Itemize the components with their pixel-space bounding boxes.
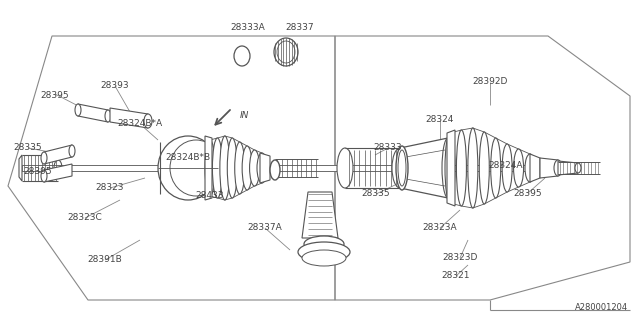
Polygon shape [447, 130, 455, 206]
Ellipse shape [298, 242, 350, 262]
Ellipse shape [220, 136, 230, 200]
Text: 28333A: 28333A [230, 23, 266, 33]
Ellipse shape [302, 250, 346, 266]
Text: 28321: 28321 [442, 271, 470, 281]
Ellipse shape [41, 152, 47, 164]
Polygon shape [110, 108, 148, 128]
Ellipse shape [479, 132, 490, 204]
Text: 28395: 28395 [24, 167, 52, 177]
Polygon shape [44, 164, 72, 182]
Ellipse shape [144, 114, 152, 128]
Text: 28323C: 28323C [68, 213, 102, 222]
Ellipse shape [491, 138, 500, 198]
Ellipse shape [170, 140, 222, 196]
Text: 28323A: 28323A [422, 223, 458, 233]
Ellipse shape [75, 104, 81, 116]
Text: 28324A: 28324A [489, 162, 524, 171]
Text: 28323: 28323 [96, 183, 124, 193]
Text: 28337: 28337 [285, 23, 314, 33]
Ellipse shape [398, 150, 406, 186]
Polygon shape [78, 104, 108, 122]
Polygon shape [260, 153, 270, 183]
Text: 28333: 28333 [374, 143, 403, 153]
Ellipse shape [502, 144, 512, 192]
Polygon shape [44, 145, 72, 164]
Ellipse shape [396, 146, 408, 190]
Text: 28395: 28395 [41, 91, 69, 100]
Ellipse shape [456, 130, 467, 206]
Text: 28324B*B: 28324B*B [165, 153, 211, 162]
Ellipse shape [445, 133, 455, 203]
Text: 28433: 28433 [196, 191, 224, 201]
Ellipse shape [442, 138, 454, 198]
Text: 28391B: 28391B [88, 255, 122, 265]
Ellipse shape [234, 46, 250, 66]
Ellipse shape [105, 110, 111, 122]
Text: 28324: 28324 [426, 116, 454, 124]
Ellipse shape [270, 160, 280, 180]
Ellipse shape [525, 154, 535, 182]
Ellipse shape [158, 136, 218, 200]
Polygon shape [540, 158, 558, 178]
Ellipse shape [227, 138, 237, 198]
Text: A280001204: A280001204 [575, 303, 628, 312]
Polygon shape [302, 192, 338, 238]
Text: 28335: 28335 [362, 189, 390, 198]
Text: 28323D: 28323D [442, 253, 477, 262]
Ellipse shape [212, 138, 223, 198]
Ellipse shape [257, 153, 267, 183]
Polygon shape [205, 136, 212, 200]
Ellipse shape [69, 145, 75, 157]
Ellipse shape [235, 142, 244, 194]
Polygon shape [400, 138, 448, 198]
Text: 28337A: 28337A [248, 223, 282, 233]
Text: 28393: 28393 [100, 82, 129, 91]
Ellipse shape [304, 236, 344, 252]
Text: 28324B*A: 28324B*A [117, 119, 163, 129]
Text: 28392D: 28392D [472, 77, 508, 86]
Ellipse shape [554, 160, 562, 176]
Ellipse shape [242, 146, 252, 190]
Ellipse shape [337, 148, 353, 188]
Text: 28395: 28395 [514, 188, 542, 197]
Text: IN: IN [240, 111, 250, 121]
Polygon shape [530, 154, 540, 182]
Ellipse shape [205, 140, 215, 196]
Polygon shape [22, 165, 570, 171]
Ellipse shape [41, 170, 47, 182]
Ellipse shape [575, 163, 581, 173]
Polygon shape [19, 155, 22, 181]
Ellipse shape [250, 150, 260, 186]
Ellipse shape [274, 38, 298, 66]
Ellipse shape [277, 41, 295, 63]
Text: 28335: 28335 [13, 143, 42, 153]
Ellipse shape [513, 149, 524, 187]
Ellipse shape [468, 128, 478, 208]
Ellipse shape [392, 148, 408, 188]
Polygon shape [558, 161, 578, 175]
